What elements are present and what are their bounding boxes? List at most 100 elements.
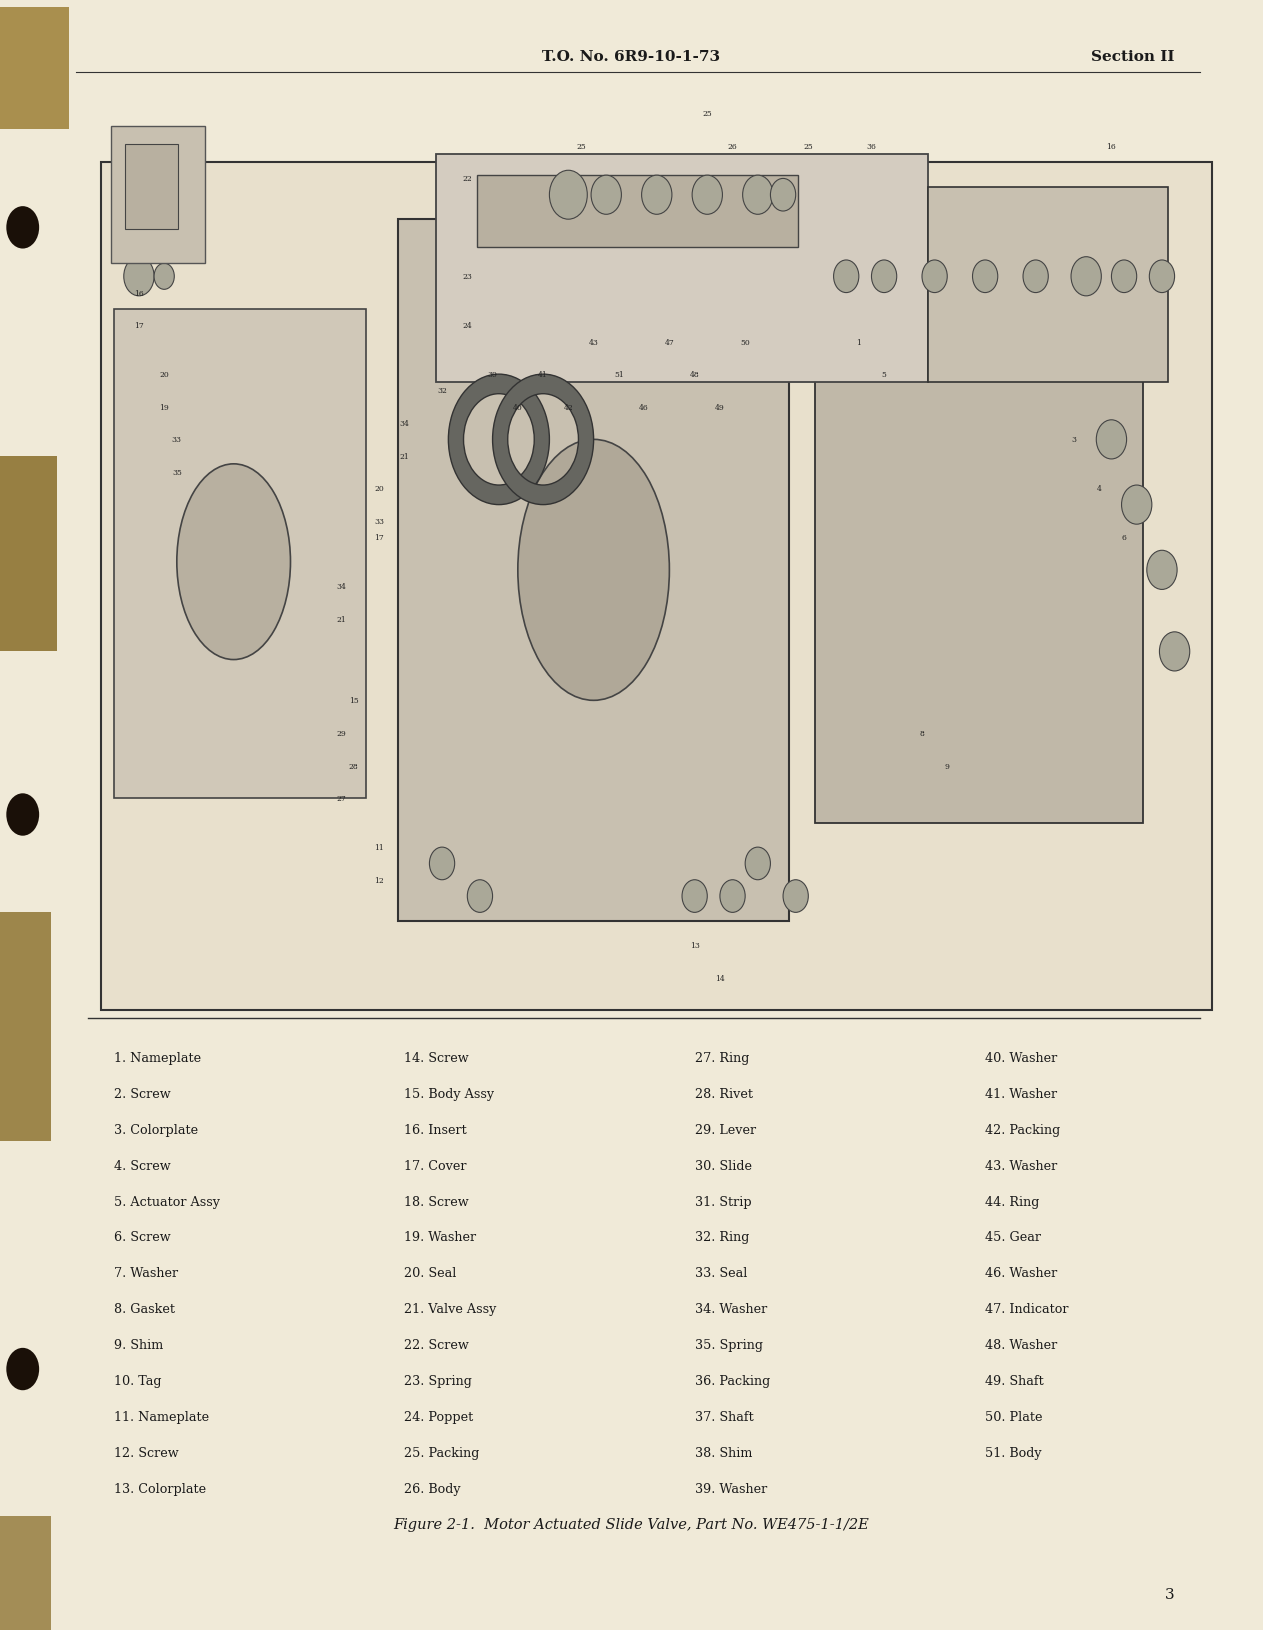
Text: 34: 34	[336, 584, 346, 590]
Circle shape	[642, 176, 672, 215]
Text: 41: 41	[538, 372, 548, 378]
Text: 16. Insert: 16. Insert	[404, 1123, 467, 1136]
FancyBboxPatch shape	[125, 145, 178, 230]
Text: 19: 19	[159, 404, 169, 411]
FancyBboxPatch shape	[111, 127, 205, 264]
Circle shape	[154, 264, 174, 290]
Text: 43: 43	[589, 339, 599, 346]
Text: 14: 14	[715, 975, 725, 981]
Text: 7. Washer: 7. Washer	[114, 1267, 178, 1280]
Text: 18. Screw: 18. Screw	[404, 1195, 469, 1208]
Text: 4. Screw: 4. Screw	[114, 1159, 171, 1172]
Text: 46. Washer: 46. Washer	[985, 1267, 1057, 1280]
Text: 22: 22	[462, 176, 472, 183]
FancyBboxPatch shape	[0, 456, 57, 652]
Circle shape	[720, 880, 745, 913]
Text: 49. Shaft: 49. Shaft	[985, 1374, 1045, 1387]
Text: 27: 27	[336, 795, 346, 802]
Text: 51: 51	[614, 372, 624, 378]
Text: 25: 25	[576, 143, 586, 150]
Text: 22. Screw: 22. Screw	[404, 1338, 469, 1351]
Circle shape	[1159, 632, 1190, 672]
Ellipse shape	[177, 465, 290, 660]
Text: 12. Screw: 12. Screw	[114, 1446, 178, 1459]
Text: 24. Poppet: 24. Poppet	[404, 1410, 474, 1423]
Text: 4: 4	[1096, 486, 1101, 492]
Text: 43. Washer: 43. Washer	[985, 1159, 1057, 1172]
Circle shape	[1023, 261, 1048, 293]
Circle shape	[1111, 261, 1137, 293]
Text: 49: 49	[715, 404, 725, 411]
Text: 9. Shim: 9. Shim	[114, 1338, 163, 1351]
Text: 13. Colorplate: 13. Colorplate	[114, 1482, 206, 1495]
Circle shape	[6, 207, 39, 249]
Text: 28: 28	[349, 763, 359, 769]
Circle shape	[770, 179, 796, 212]
Text: 36: 36	[866, 143, 877, 150]
Text: Figure 2-1.  Motor Actuated Slide Valve, Part No. WE475-1-1/2E: Figure 2-1. Motor Actuated Slide Valve, …	[394, 1518, 869, 1531]
Text: 30. Slide: 30. Slide	[695, 1159, 751, 1172]
Circle shape	[682, 880, 707, 913]
FancyBboxPatch shape	[0, 1516, 51, 1630]
Text: 29: 29	[336, 730, 346, 737]
Text: 2. Screw: 2. Screw	[114, 1087, 171, 1100]
Text: 38. Shim: 38. Shim	[695, 1446, 751, 1459]
Text: 50. Plate: 50. Plate	[985, 1410, 1043, 1423]
FancyBboxPatch shape	[477, 176, 798, 248]
Text: 33: 33	[172, 437, 182, 443]
Text: 17: 17	[134, 323, 144, 329]
Text: 12: 12	[374, 877, 384, 883]
Text: 15. Body Assy: 15. Body Assy	[404, 1087, 494, 1100]
Text: 25: 25	[803, 143, 813, 150]
Text: 17: 17	[374, 535, 384, 541]
Text: 5. Actuator Assy: 5. Actuator Assy	[114, 1195, 220, 1208]
Text: 5: 5	[882, 372, 887, 378]
Text: 33: 33	[374, 518, 384, 525]
Circle shape	[1071, 258, 1101, 297]
Text: 47: 47	[664, 339, 674, 346]
FancyBboxPatch shape	[101, 163, 1212, 1011]
Text: 33. Seal: 33. Seal	[695, 1267, 746, 1280]
Circle shape	[973, 261, 998, 293]
Text: 26: 26	[727, 143, 738, 150]
Text: 48. Washer: 48. Washer	[985, 1338, 1057, 1351]
Text: 21: 21	[336, 616, 346, 623]
Circle shape	[692, 176, 722, 215]
FancyBboxPatch shape	[928, 187, 1168, 383]
Text: 47. Indicator: 47. Indicator	[985, 1302, 1068, 1315]
Text: 19. Washer: 19. Washer	[404, 1231, 476, 1244]
Text: 1: 1	[856, 339, 861, 346]
FancyBboxPatch shape	[436, 155, 928, 383]
Text: 13: 13	[690, 942, 700, 949]
Text: 3: 3	[1164, 1588, 1175, 1601]
Text: 16: 16	[134, 290, 144, 297]
Text: 40. Washer: 40. Washer	[985, 1051, 1057, 1064]
Text: 6. Screw: 6. Screw	[114, 1231, 171, 1244]
Text: 23: 23	[462, 274, 472, 280]
Circle shape	[922, 261, 947, 293]
Text: 21: 21	[399, 453, 409, 460]
Text: Section II: Section II	[1091, 51, 1175, 64]
Text: 15: 15	[349, 698, 359, 704]
Text: 20. Seal: 20. Seal	[404, 1267, 456, 1280]
Text: 17. Cover: 17. Cover	[404, 1159, 466, 1172]
Text: 46: 46	[639, 404, 649, 411]
FancyBboxPatch shape	[0, 913, 51, 1141]
Text: 25: 25	[702, 111, 712, 117]
Text: 44. Ring: 44. Ring	[985, 1195, 1039, 1208]
Text: 8: 8	[919, 730, 925, 737]
Text: 8. Gasket: 8. Gasket	[114, 1302, 174, 1315]
Circle shape	[1096, 421, 1127, 460]
Circle shape	[549, 171, 587, 220]
Text: 36. Packing: 36. Packing	[695, 1374, 770, 1387]
Text: 42: 42	[563, 404, 573, 411]
Text: 21. Valve Assy: 21. Valve Assy	[404, 1302, 496, 1315]
Text: 14. Screw: 14. Screw	[404, 1051, 469, 1064]
Text: 10. Tag: 10. Tag	[114, 1374, 162, 1387]
Text: 41. Washer: 41. Washer	[985, 1087, 1057, 1100]
Text: 40: 40	[513, 404, 523, 411]
Circle shape	[1149, 261, 1175, 293]
Text: 31. Strip: 31. Strip	[695, 1195, 751, 1208]
Text: 42. Packing: 42. Packing	[985, 1123, 1061, 1136]
Text: 24: 24	[462, 323, 472, 329]
